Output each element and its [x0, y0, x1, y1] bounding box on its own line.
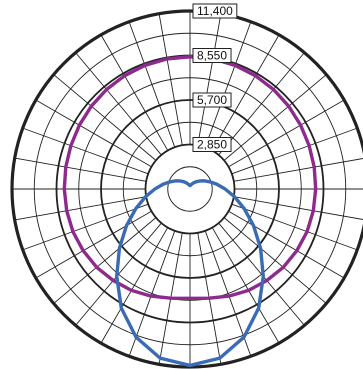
radial-gridline-major	[144, 143, 236, 235]
series-group	[62, 55, 318, 368]
radial-gridline-minor	[167, 166, 213, 212]
radial-tick-label-text: 11,400	[197, 4, 233, 18]
radial-gridline-minor	[122, 121, 258, 257]
radial-tick-label-text: 5,700	[197, 93, 227, 107]
radial-gridline-minor	[33, 32, 347, 346]
radial-tick-label-1: 2,850	[192, 137, 232, 152]
series-line-2	[115, 179, 265, 368]
radial-gridline-minor	[78, 77, 302, 301]
radial-gridline-major	[100, 99, 280, 279]
radial-tick-labels: 2,850 5,700 8,550 11,400	[192, 3, 238, 152]
radial-tick-label-box	[192, 92, 232, 108]
radial-tick-label-box	[192, 48, 232, 63]
radial-tick-label-text: 2,850	[197, 138, 227, 152]
series-line-1	[62, 55, 318, 300]
radial-tick-label-box	[192, 137, 232, 152]
radial-tick-label-text: 8,550	[197, 49, 227, 63]
radial-tick-label-4: 11,400	[192, 3, 238, 19]
radial-tick-label-3: 8,550	[192, 48, 232, 63]
radial-tick-label-2: 5,700	[192, 92, 232, 108]
radial-tick-label-box	[192, 3, 238, 19]
